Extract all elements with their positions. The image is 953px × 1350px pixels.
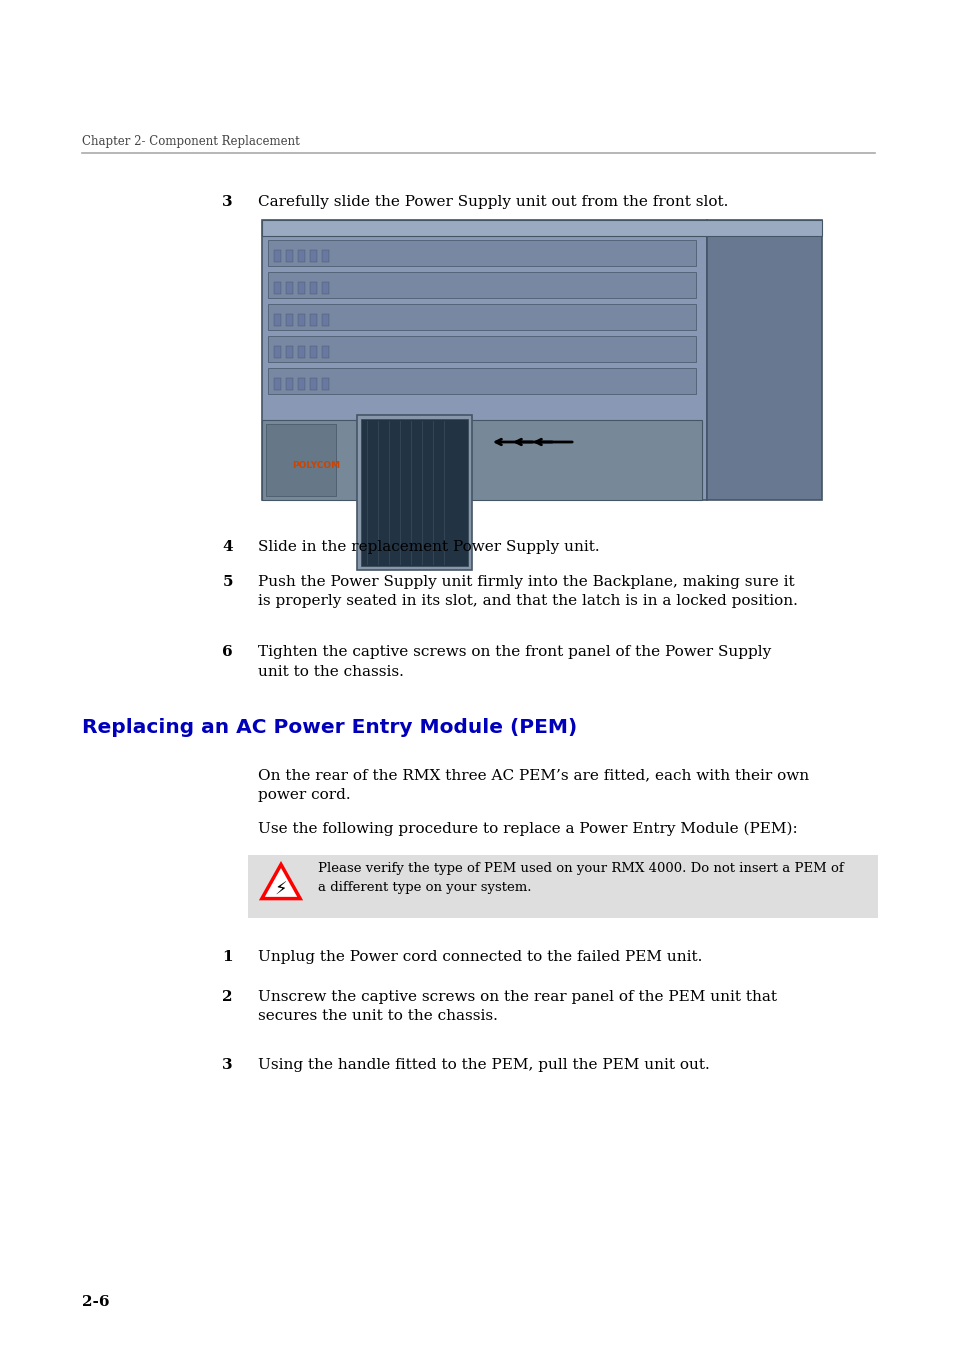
- FancyBboxPatch shape: [310, 315, 316, 325]
- Text: 3: 3: [222, 1058, 233, 1072]
- FancyBboxPatch shape: [297, 282, 305, 294]
- Text: Use the following procedure to replace a Power Entry Module (PEM):: Use the following procedure to replace a…: [257, 822, 797, 837]
- Text: POLYCOM: POLYCOM: [292, 460, 340, 470]
- Text: 2: 2: [222, 990, 233, 1004]
- FancyBboxPatch shape: [268, 304, 696, 329]
- Text: 3: 3: [222, 194, 233, 209]
- FancyBboxPatch shape: [262, 420, 701, 500]
- FancyBboxPatch shape: [262, 220, 821, 236]
- FancyBboxPatch shape: [322, 378, 329, 390]
- FancyBboxPatch shape: [286, 378, 293, 390]
- FancyBboxPatch shape: [248, 855, 877, 918]
- Text: Tighten the captive screws on the front panel of the Power Supply
unit to the ch: Tighten the captive screws on the front …: [257, 645, 770, 679]
- FancyBboxPatch shape: [322, 315, 329, 325]
- FancyBboxPatch shape: [274, 282, 281, 294]
- Text: Slide in the replacement Power Supply unit.: Slide in the replacement Power Supply un…: [257, 540, 599, 553]
- FancyBboxPatch shape: [297, 250, 305, 262]
- Polygon shape: [261, 864, 300, 899]
- FancyBboxPatch shape: [286, 346, 293, 358]
- FancyBboxPatch shape: [286, 250, 293, 262]
- Text: 6: 6: [222, 645, 233, 659]
- FancyBboxPatch shape: [297, 378, 305, 390]
- FancyBboxPatch shape: [322, 250, 329, 262]
- Text: 4: 4: [222, 540, 233, 553]
- Text: Push the Power Supply unit firmly into the Backplane, making sure it
is properly: Push the Power Supply unit firmly into t…: [257, 575, 797, 609]
- FancyBboxPatch shape: [274, 315, 281, 325]
- Text: Replacing an AC Power Entry Module (PEM): Replacing an AC Power Entry Module (PEM): [82, 718, 577, 737]
- FancyBboxPatch shape: [706, 220, 821, 500]
- FancyBboxPatch shape: [268, 240, 696, 266]
- Text: Please verify the type of PEM used on your RMX 4000. Do not insert a PEM of
a di: Please verify the type of PEM used on yo…: [317, 863, 842, 894]
- FancyBboxPatch shape: [268, 271, 696, 298]
- FancyBboxPatch shape: [297, 315, 305, 325]
- FancyBboxPatch shape: [322, 282, 329, 294]
- FancyBboxPatch shape: [310, 346, 316, 358]
- FancyBboxPatch shape: [310, 282, 316, 294]
- Text: Carefully slide the Power Supply unit out from the front slot.: Carefully slide the Power Supply unit ou…: [257, 194, 727, 209]
- Text: Unscrew the captive screws on the rear panel of the PEM unit that
secures the un: Unscrew the captive screws on the rear p…: [257, 990, 776, 1023]
- FancyBboxPatch shape: [322, 346, 329, 358]
- FancyBboxPatch shape: [274, 250, 281, 262]
- FancyBboxPatch shape: [360, 418, 468, 566]
- Text: Chapter 2- Component Replacement: Chapter 2- Component Replacement: [82, 135, 299, 148]
- FancyBboxPatch shape: [268, 336, 696, 362]
- Text: 2-6: 2-6: [82, 1295, 110, 1309]
- FancyBboxPatch shape: [310, 250, 316, 262]
- FancyBboxPatch shape: [286, 282, 293, 294]
- FancyBboxPatch shape: [268, 369, 696, 394]
- FancyBboxPatch shape: [266, 424, 335, 495]
- Text: 5: 5: [222, 575, 233, 589]
- FancyBboxPatch shape: [310, 378, 316, 390]
- FancyBboxPatch shape: [297, 346, 305, 358]
- FancyBboxPatch shape: [274, 378, 281, 390]
- FancyBboxPatch shape: [286, 315, 293, 325]
- Text: Unplug the Power cord connected to the failed PEM unit.: Unplug the Power cord connected to the f…: [257, 950, 701, 964]
- FancyBboxPatch shape: [274, 346, 281, 358]
- Text: 1: 1: [222, 950, 233, 964]
- FancyBboxPatch shape: [262, 220, 706, 500]
- Text: ⚡: ⚡: [274, 880, 287, 899]
- FancyBboxPatch shape: [356, 414, 472, 570]
- Text: On the rear of the RMX three AC PEM’s are fitted, each with their own
power cord: On the rear of the RMX three AC PEM’s ar…: [257, 768, 808, 802]
- Text: Using the handle fitted to the PEM, pull the PEM unit out.: Using the handle fitted to the PEM, pull…: [257, 1058, 709, 1072]
